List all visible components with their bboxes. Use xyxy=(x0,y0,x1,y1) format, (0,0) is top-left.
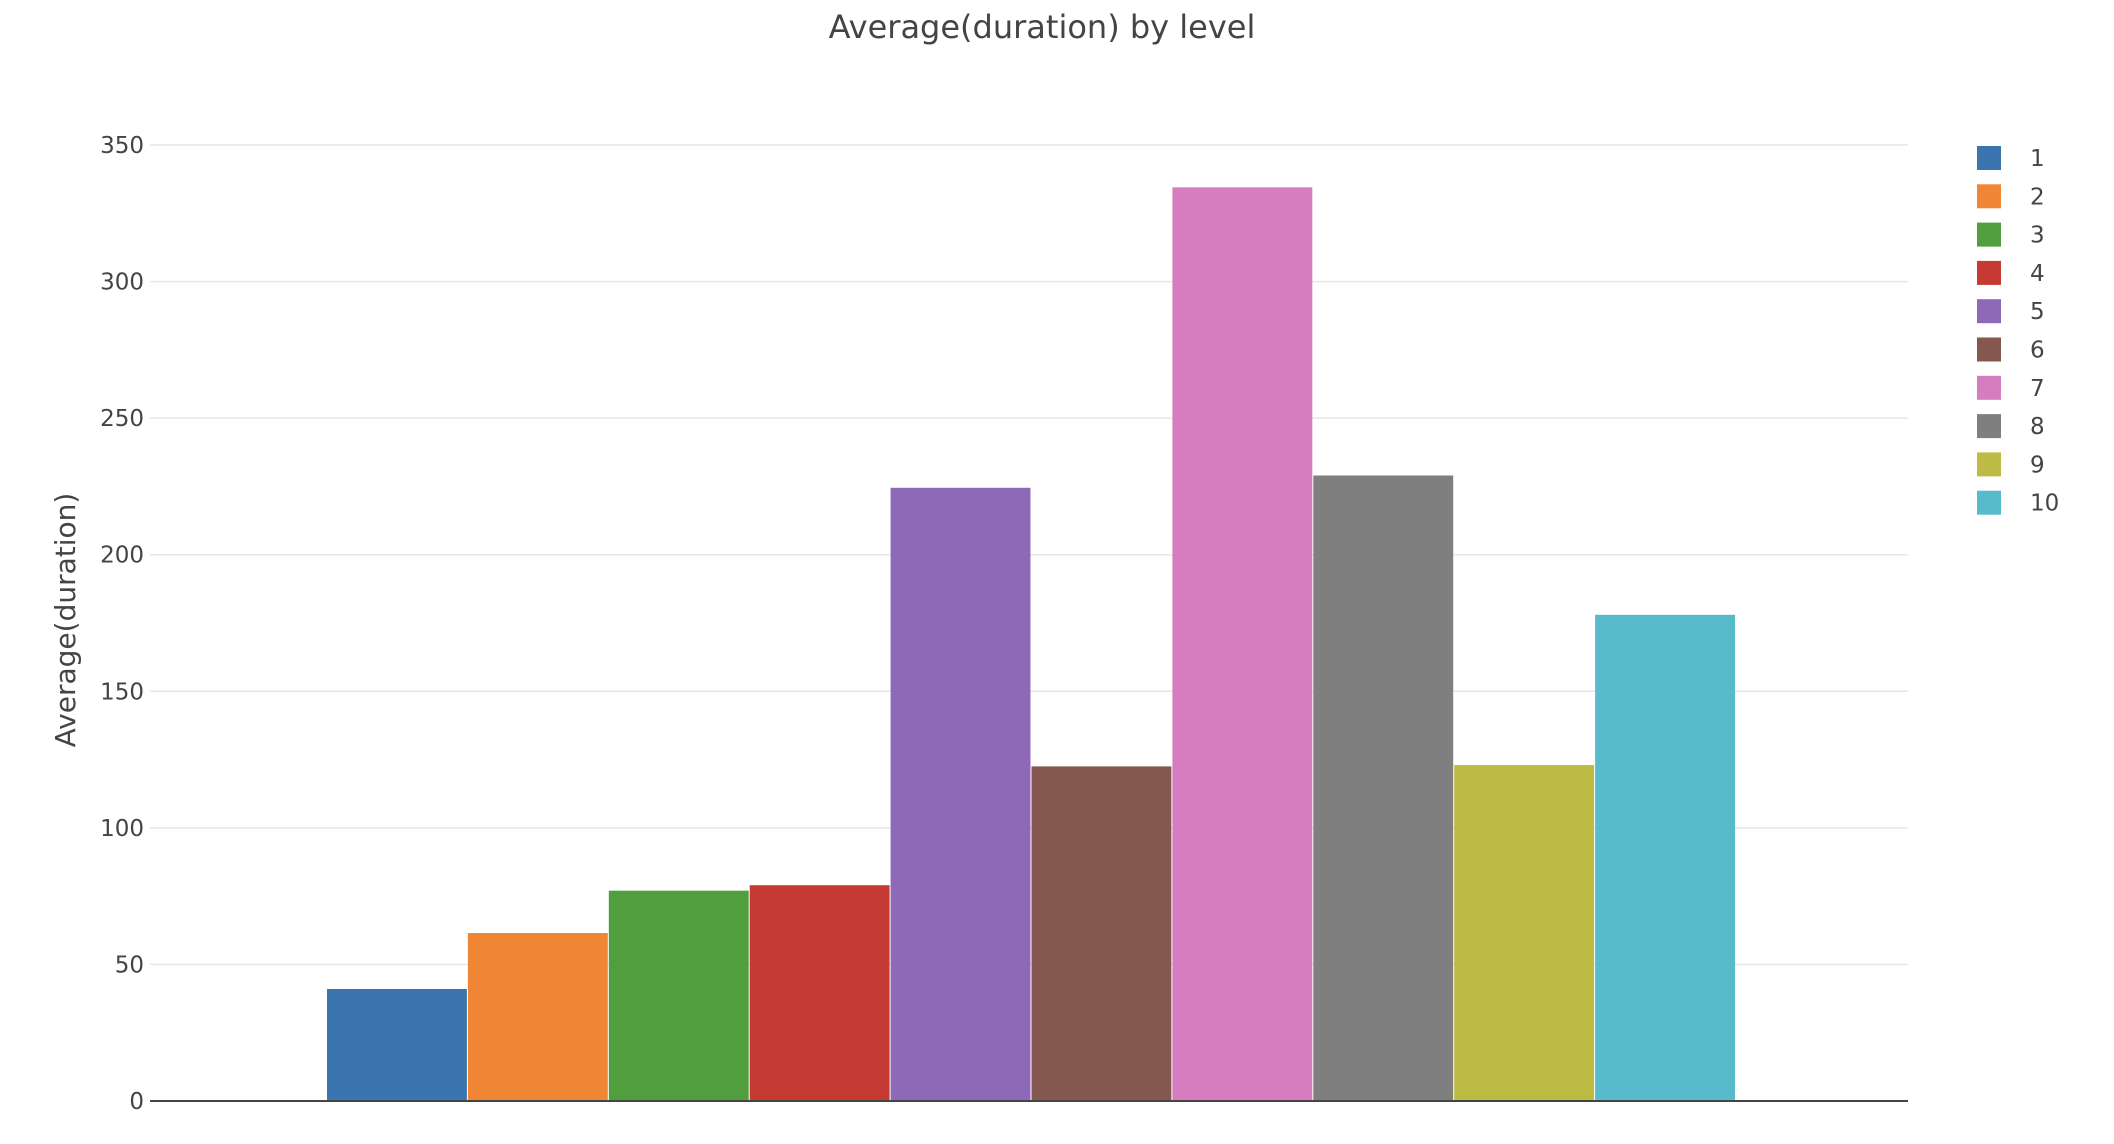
y-tick-label: 50 xyxy=(115,952,144,978)
bar-level-7[interactable] xyxy=(1172,187,1313,1101)
legend-swatch xyxy=(1977,414,2001,439)
legend-swatch xyxy=(1977,222,2001,247)
legend-item-4[interactable]: 4 xyxy=(1977,260,2045,287)
legend-swatch xyxy=(1977,490,2001,515)
legend-swatch xyxy=(1977,184,2001,209)
legend-swatch xyxy=(1977,146,2001,170)
y-tick-label: 350 xyxy=(100,133,144,159)
legend-swatch xyxy=(1977,337,2001,362)
chart-title: Average(duration) by level xyxy=(829,8,1256,46)
legend-swatch xyxy=(1977,452,2001,477)
bar-level-10[interactable] xyxy=(1595,614,1735,1101)
y-axis-label: Average(duration) xyxy=(49,493,82,748)
bar-level-1[interactable] xyxy=(327,989,467,1101)
legend-label: 1 xyxy=(2030,146,2045,172)
bar-level-5[interactable] xyxy=(890,487,1031,1101)
bar-level-2[interactable] xyxy=(467,933,608,1101)
y-tick-label: 100 xyxy=(100,816,144,842)
bars xyxy=(327,187,1735,1101)
legend-item-3[interactable]: 3 xyxy=(1977,222,2045,249)
legend-swatch xyxy=(1977,299,2001,324)
legend-label: 4 xyxy=(2030,261,2045,287)
legend-item-8[interactable]: 8 xyxy=(1977,414,2045,440)
bar-level-3[interactable] xyxy=(608,890,749,1101)
legend-swatch xyxy=(1977,375,2001,400)
legend-label: 6 xyxy=(2030,338,2045,364)
legend-label: 10 xyxy=(2030,491,2059,517)
legend-label: 7 xyxy=(2030,376,2045,402)
legend-item-6[interactable]: 6 xyxy=(1977,337,2045,364)
legend-label: 2 xyxy=(2030,184,2045,210)
y-tick-label: 300 xyxy=(100,270,144,296)
legend-item-2[interactable]: 2 xyxy=(1977,184,2045,210)
y-tick-label: 200 xyxy=(100,543,144,569)
bar-level-9[interactable] xyxy=(1454,765,1595,1101)
bar-level-4[interactable] xyxy=(749,885,890,1101)
legend-label: 9 xyxy=(2030,452,2045,478)
legend-swatch xyxy=(1977,260,2001,285)
y-tick-label: 250 xyxy=(100,406,144,432)
legend-item-1[interactable]: 1 xyxy=(1977,146,2045,172)
legend-item-10[interactable]: 10 xyxy=(1977,490,2059,517)
bar-level-6[interactable] xyxy=(1031,766,1172,1101)
y-tick-label: 150 xyxy=(100,679,144,705)
legend-item-7[interactable]: 7 xyxy=(1977,375,2045,402)
legend-item-5[interactable]: 5 xyxy=(1977,299,2045,325)
y-tick-label: 0 xyxy=(129,1089,144,1115)
legend-label: 8 xyxy=(2030,414,2045,440)
legend[interactable]: 1 2 3 4 5 6 7 8 9 10 xyxy=(1977,146,2059,517)
bar-level-8[interactable] xyxy=(1313,475,1454,1101)
legend-label: 3 xyxy=(2030,223,2045,249)
y-axis-ticks: 0 50 100 150 200 250 300 350 xyxy=(100,133,144,1115)
legend-item-9[interactable]: 9 xyxy=(1977,452,2045,478)
legend-label: 5 xyxy=(2030,299,2045,325)
